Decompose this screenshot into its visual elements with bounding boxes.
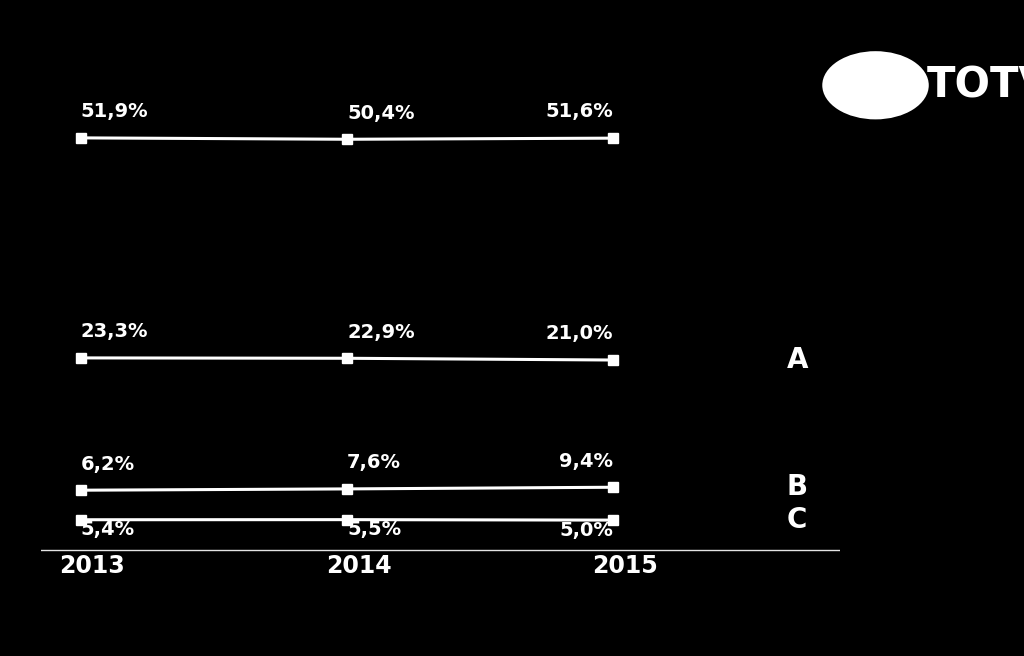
Text: TOTVS: TOTVS — [927, 64, 1024, 106]
Text: 22,9%: 22,9% — [347, 323, 415, 342]
Circle shape — [822, 51, 929, 119]
Text: 21,0%: 21,0% — [546, 324, 613, 343]
Text: 50,4%: 50,4% — [347, 104, 415, 123]
Text: B: B — [786, 473, 808, 501]
Text: A: A — [786, 346, 808, 374]
Text: 5,5%: 5,5% — [347, 520, 401, 539]
Text: 2015: 2015 — [592, 554, 657, 578]
Text: 51,6%: 51,6% — [546, 102, 613, 121]
Text: 5,4%: 5,4% — [81, 520, 135, 539]
Text: 2014: 2014 — [326, 554, 391, 578]
Text: 6,2%: 6,2% — [81, 455, 135, 474]
Text: 9,4%: 9,4% — [559, 451, 613, 470]
Text: 23,3%: 23,3% — [81, 322, 148, 341]
Text: 7,6%: 7,6% — [347, 453, 401, 472]
Text: 51,9%: 51,9% — [81, 102, 148, 121]
Text: 2013: 2013 — [59, 554, 125, 578]
Text: 5,0%: 5,0% — [559, 521, 613, 539]
Text: C: C — [786, 506, 807, 534]
